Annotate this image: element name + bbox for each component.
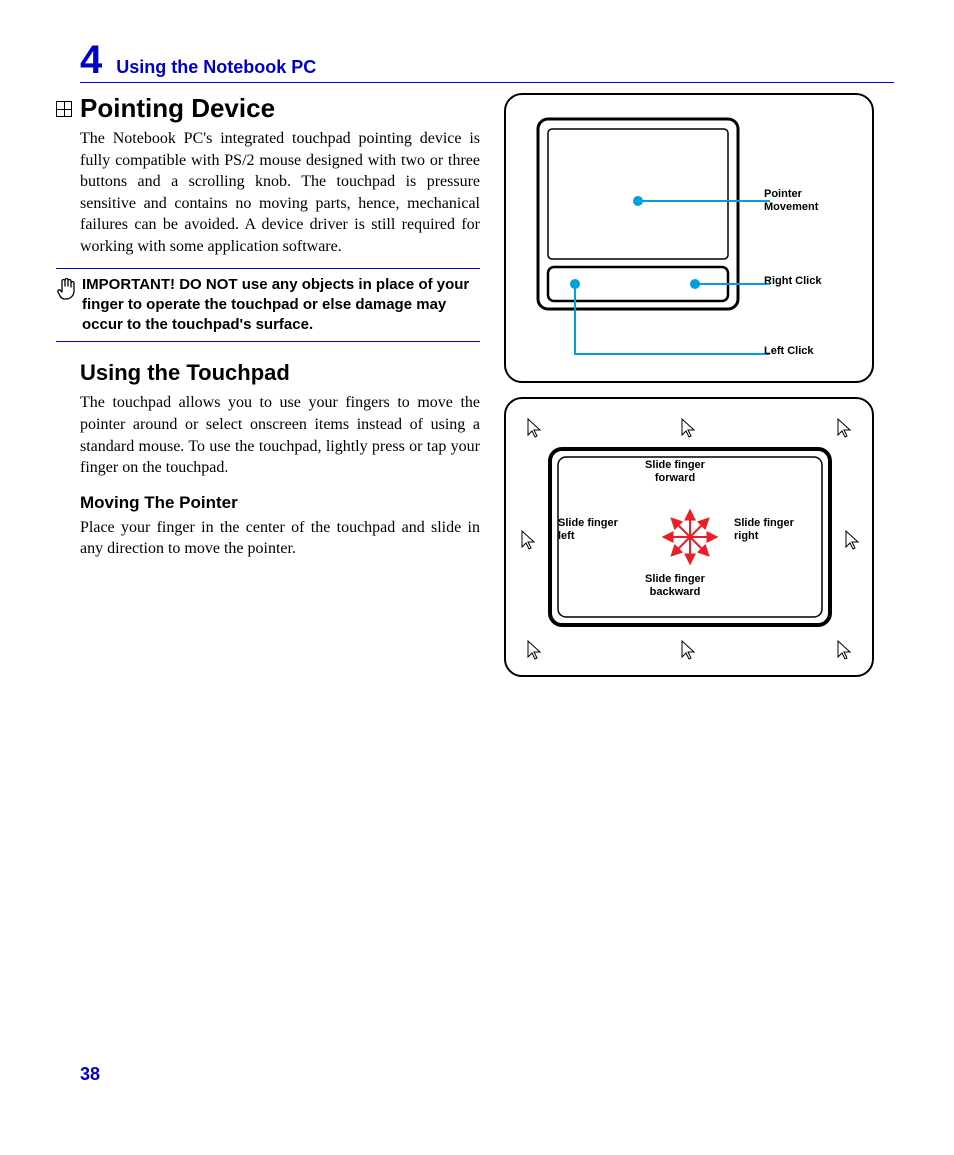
- subsection-title: Moving The Pointer: [80, 493, 480, 513]
- diagram-label-rightclick: Right Click: [764, 275, 821, 288]
- section-body: Place your finger in the center of the t…: [80, 517, 480, 560]
- page: 4 Using the Notebook PC Pointing Device …: [0, 0, 954, 1155]
- important-callout: IMPORTANT! DO NOT use any objects in pla…: [56, 268, 480, 343]
- right-column: Pointer Movement Right Click Left Click: [504, 93, 874, 691]
- touchpad-diagram: Pointer Movement Right Click Left Click: [504, 93, 874, 383]
- diagram-label-backward: Slide finger backward: [630, 573, 720, 598]
- chapter-title: Using the Notebook PC: [116, 57, 316, 78]
- chapter-number: 4: [80, 40, 102, 80]
- section-title: Pointing Device: [80, 93, 275, 124]
- section-title-row: Pointing Device: [56, 93, 480, 124]
- section-body: The Notebook PC's integrated touchpad po…: [80, 128, 480, 258]
- page-number: 38: [80, 1064, 100, 1085]
- diagram-label-pointer: Pointer Movement: [764, 188, 834, 213]
- callout-text: IMPORTANT! DO NOT use any objects in pla…: [82, 275, 480, 336]
- diagram-label-forward: Slide finger forward: [630, 459, 720, 484]
- left-column: Pointing Device The Notebook PC's integr…: [80, 93, 480, 691]
- content-columns: Pointing Device The Notebook PC's integr…: [80, 93, 894, 691]
- hand-icon: [56, 275, 82, 336]
- chapter-header: 4 Using the Notebook PC: [80, 40, 894, 83]
- section-title: Using the Touchpad: [80, 360, 480, 386]
- diagram-label-left: Slide finger left: [558, 517, 628, 542]
- diagram-label-right: Slide finger right: [734, 517, 804, 542]
- slide-diagram: Slide finger forward Slide finger backwa…: [504, 397, 874, 677]
- grid-icon: [56, 101, 72, 117]
- section-body: The touchpad allows you to use your fing…: [80, 392, 480, 478]
- touchpad-svg: [520, 109, 860, 369]
- diagram-label-leftclick: Left Click: [764, 345, 814, 358]
